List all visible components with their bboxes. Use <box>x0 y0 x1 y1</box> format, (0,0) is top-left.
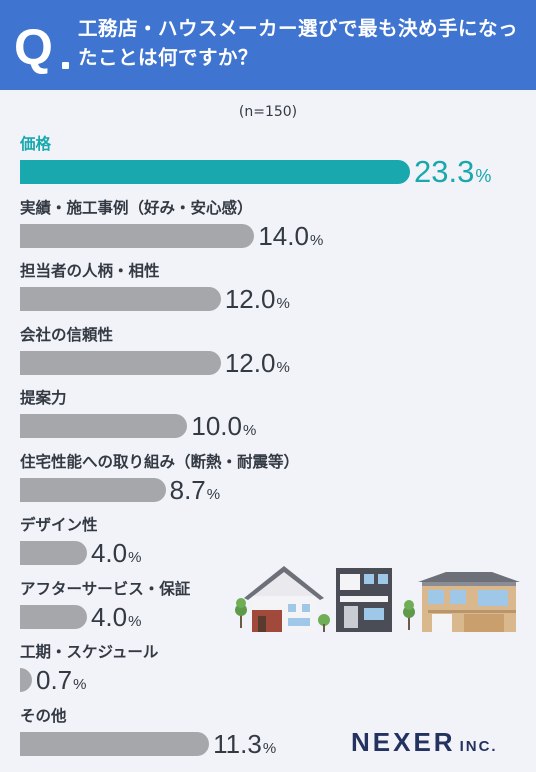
value-number: 12.0 <box>224 284 276 314</box>
bar <box>20 414 188 438</box>
bar <box>20 668 32 692</box>
value-label: 14.0% <box>258 223 323 249</box>
bar <box>20 731 210 756</box>
percent-unit: % <box>73 676 87 693</box>
value-number: 0.7 <box>36 665 73 695</box>
category-label: その他 <box>20 706 67 725</box>
value-label: 8.7% <box>170 477 221 503</box>
houses-illustration <box>235 566 520 632</box>
value-number: 10.0 <box>191 411 242 441</box>
value-number: 8.7 <box>169 474 206 505</box>
percent-unit: % <box>262 739 277 757</box>
value-label: 11.3% <box>213 731 276 757</box>
percent-unit: % <box>206 485 221 503</box>
bar <box>20 160 410 184</box>
value-number: 4.0 <box>90 538 128 568</box>
value-number: 11.3 <box>213 728 262 759</box>
q-mark: Q <box>14 19 53 75</box>
logo-main: NEXER <box>351 727 456 757</box>
value-label: 10.0% <box>191 413 256 439</box>
question-text: 工務店・ハウスメーカー選びで最も決め手になったことは何ですか？ <box>78 17 519 69</box>
percent-unit: % <box>276 295 290 312</box>
value-label: 12.0% <box>225 286 290 312</box>
nexer-logo: NEXER INC. <box>351 727 498 758</box>
percent-unit: % <box>242 422 257 439</box>
value-label: 4.0% <box>91 604 142 630</box>
value-label: 4.0% <box>91 540 142 566</box>
value-number: 4.0 <box>90 601 128 632</box>
percent-unit: % <box>128 612 142 630</box>
percent-unit: % <box>309 231 324 249</box>
value-number: 14.0 <box>258 220 309 251</box>
category-label: 実績・施工事例（好み・安心感） <box>20 198 253 217</box>
value-number: 12.0 <box>224 347 276 378</box>
category-label: 会社の信頼性 <box>20 325 114 344</box>
value-label: 0.7% <box>36 667 87 693</box>
sample-size-label: (n=150) <box>238 104 298 120</box>
bar <box>20 541 87 565</box>
bar <box>20 223 255 248</box>
category-label: デザイン性 <box>20 516 98 534</box>
category-label: 価格 <box>20 135 52 153</box>
percent-unit: % <box>276 358 290 376</box>
bar <box>20 287 221 311</box>
category-label: 住宅性能への取り組み（断熱・耐震等） <box>20 452 300 471</box>
category-label: 担当者の人柄・相性 <box>20 262 160 280</box>
bar <box>20 350 221 375</box>
percent-unit: % <box>128 549 142 566</box>
value-number: 23.3 <box>414 154 475 189</box>
value-label: 12.0% <box>225 350 290 376</box>
bar <box>20 477 166 502</box>
value-label: 23.3% <box>414 156 491 187</box>
bar <box>20 604 87 629</box>
category-label: アフターサービス・保証 <box>20 579 191 598</box>
logo-sub: INC. <box>459 738 498 755</box>
question-header: Q 工務店・ハウスメーカー選びで最も決め手になったことは何ですか？ <box>0 0 536 90</box>
category-label: 工期・スケジュール <box>20 643 159 661</box>
q-dot <box>62 62 69 69</box>
category-label: 提案力 <box>20 389 67 407</box>
percent-unit: % <box>475 166 492 186</box>
